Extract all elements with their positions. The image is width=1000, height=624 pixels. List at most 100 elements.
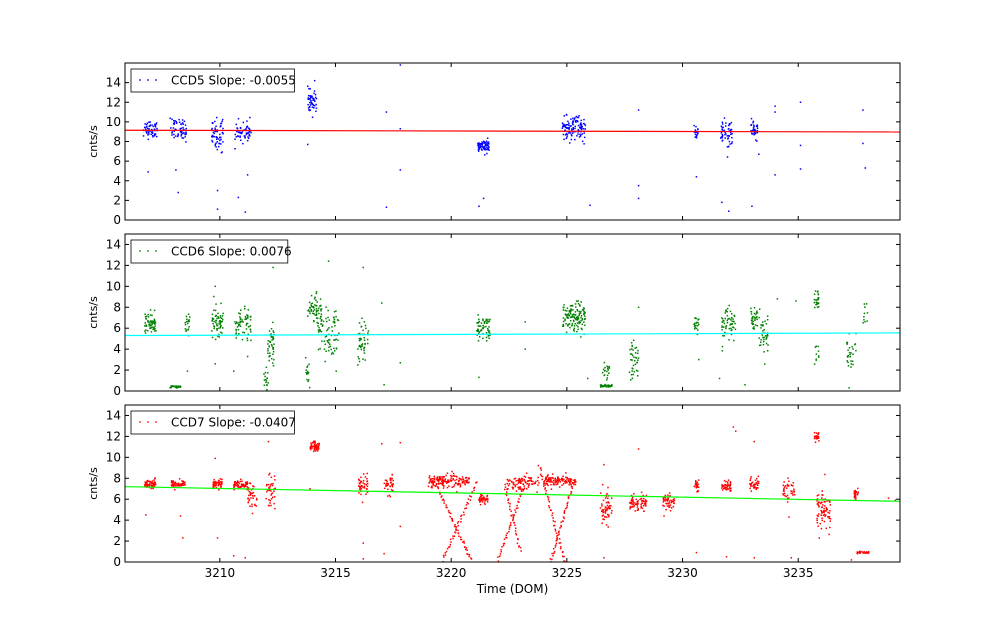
data-point (245, 322, 248, 325)
data-point (722, 334, 724, 337)
data-point (563, 517, 565, 520)
data-point (520, 550, 522, 552)
data-point (724, 487, 726, 489)
data-point (566, 316, 568, 318)
data-point (848, 387, 850, 389)
data-point (695, 317, 698, 320)
data-point (605, 501, 608, 504)
data-point (783, 487, 785, 490)
data-point (570, 125, 572, 127)
data-point (386, 482, 388, 485)
data-point (526, 483, 529, 485)
data-point (547, 480, 550, 483)
data-point (267, 352, 269, 354)
data-point (485, 325, 487, 328)
data-point (479, 325, 482, 327)
data-point (504, 488, 506, 491)
data-point (569, 326, 571, 329)
data-point (360, 346, 362, 349)
data-point (442, 554, 445, 557)
data-point (313, 92, 315, 95)
data-point (437, 478, 439, 481)
data-point (310, 304, 313, 307)
data-point (222, 312, 224, 315)
data-point (570, 316, 572, 319)
data-point (181, 482, 184, 485)
data-point (821, 494, 823, 496)
data-point (186, 370, 189, 372)
data-point (631, 377, 634, 380)
data-point (270, 343, 273, 346)
data-point (669, 495, 671, 497)
data-point (461, 482, 464, 484)
data-point (448, 485, 450, 487)
data-point (726, 488, 728, 490)
data-point (482, 498, 485, 500)
data-point (572, 329, 575, 331)
data-point (637, 509, 639, 511)
data-point (824, 510, 826, 512)
data-point (316, 321, 318, 324)
data-point (267, 372, 269, 374)
data-point (582, 128, 585, 130)
data-point (187, 319, 190, 322)
data-point (315, 445, 317, 448)
data-point (583, 311, 585, 313)
data-point (245, 328, 248, 330)
data-point (316, 301, 318, 303)
data-point (751, 133, 754, 135)
data-point (723, 326, 725, 328)
data-point (528, 483, 531, 485)
data-point (431, 478, 434, 480)
data-point (754, 132, 757, 134)
data-point (211, 320, 213, 322)
data-point (453, 535, 456, 537)
data-point (667, 494, 669, 496)
data-point (753, 316, 756, 318)
data-point (144, 325, 146, 327)
data-point (145, 317, 147, 320)
data-point (579, 127, 581, 129)
data-point (269, 333, 272, 336)
data-point (429, 478, 432, 480)
data-point (182, 137, 185, 139)
data-point (364, 324, 367, 327)
data-point (330, 334, 333, 337)
data-point (563, 555, 565, 558)
data-point (239, 309, 242, 311)
data-point (697, 483, 699, 485)
y-axis-label: cnts/s (87, 296, 100, 329)
data-point (185, 141, 187, 143)
data-point (251, 505, 253, 508)
data-point (487, 141, 490, 143)
data-point (153, 484, 155, 487)
data-point (465, 547, 468, 549)
data-point (267, 350, 269, 352)
data-point (645, 494, 648, 497)
data-point (865, 303, 868, 305)
data-point (558, 538, 561, 540)
data-point (307, 107, 310, 109)
data-point (216, 328, 218, 330)
data-point (552, 517, 554, 519)
data-point (697, 133, 699, 135)
data-point (358, 478, 360, 481)
data-point (755, 316, 758, 319)
data-point (579, 304, 581, 306)
data-point (250, 493, 252, 496)
data-point (235, 136, 238, 138)
data-point (609, 504, 611, 507)
data-point (452, 472, 455, 475)
data-point (510, 514, 513, 517)
data-point (212, 318, 214, 320)
data-point (786, 497, 789, 500)
data-point (362, 486, 364, 489)
data-point (317, 329, 320, 332)
data-point (558, 542, 561, 544)
data-point (480, 496, 482, 498)
data-point (269, 340, 271, 343)
data-point (507, 488, 509, 490)
data-point (147, 127, 149, 130)
data-point (524, 481, 527, 484)
